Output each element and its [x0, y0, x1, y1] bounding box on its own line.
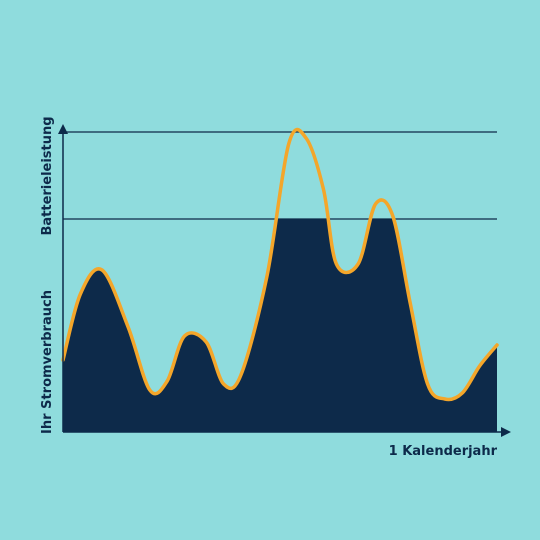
y-axis-label-bottom: Ihr Stromverbrauch: [40, 290, 55, 434]
consumption-curve: [61, 127, 499, 402]
consumption-line: [61, 127, 499, 402]
x-axis-label: 1 Kalenderjahr: [389, 444, 498, 459]
consumption-fill: [63, 219, 497, 432]
axes: [58, 124, 511, 437]
x-axis-arrow: [501, 427, 511, 437]
y-axis-label-top: Batterieleistung: [40, 116, 55, 235]
consumption-area: [63, 219, 497, 432]
y-axis-arrow: [58, 124, 68, 134]
cap-lines: [63, 131, 497, 220]
